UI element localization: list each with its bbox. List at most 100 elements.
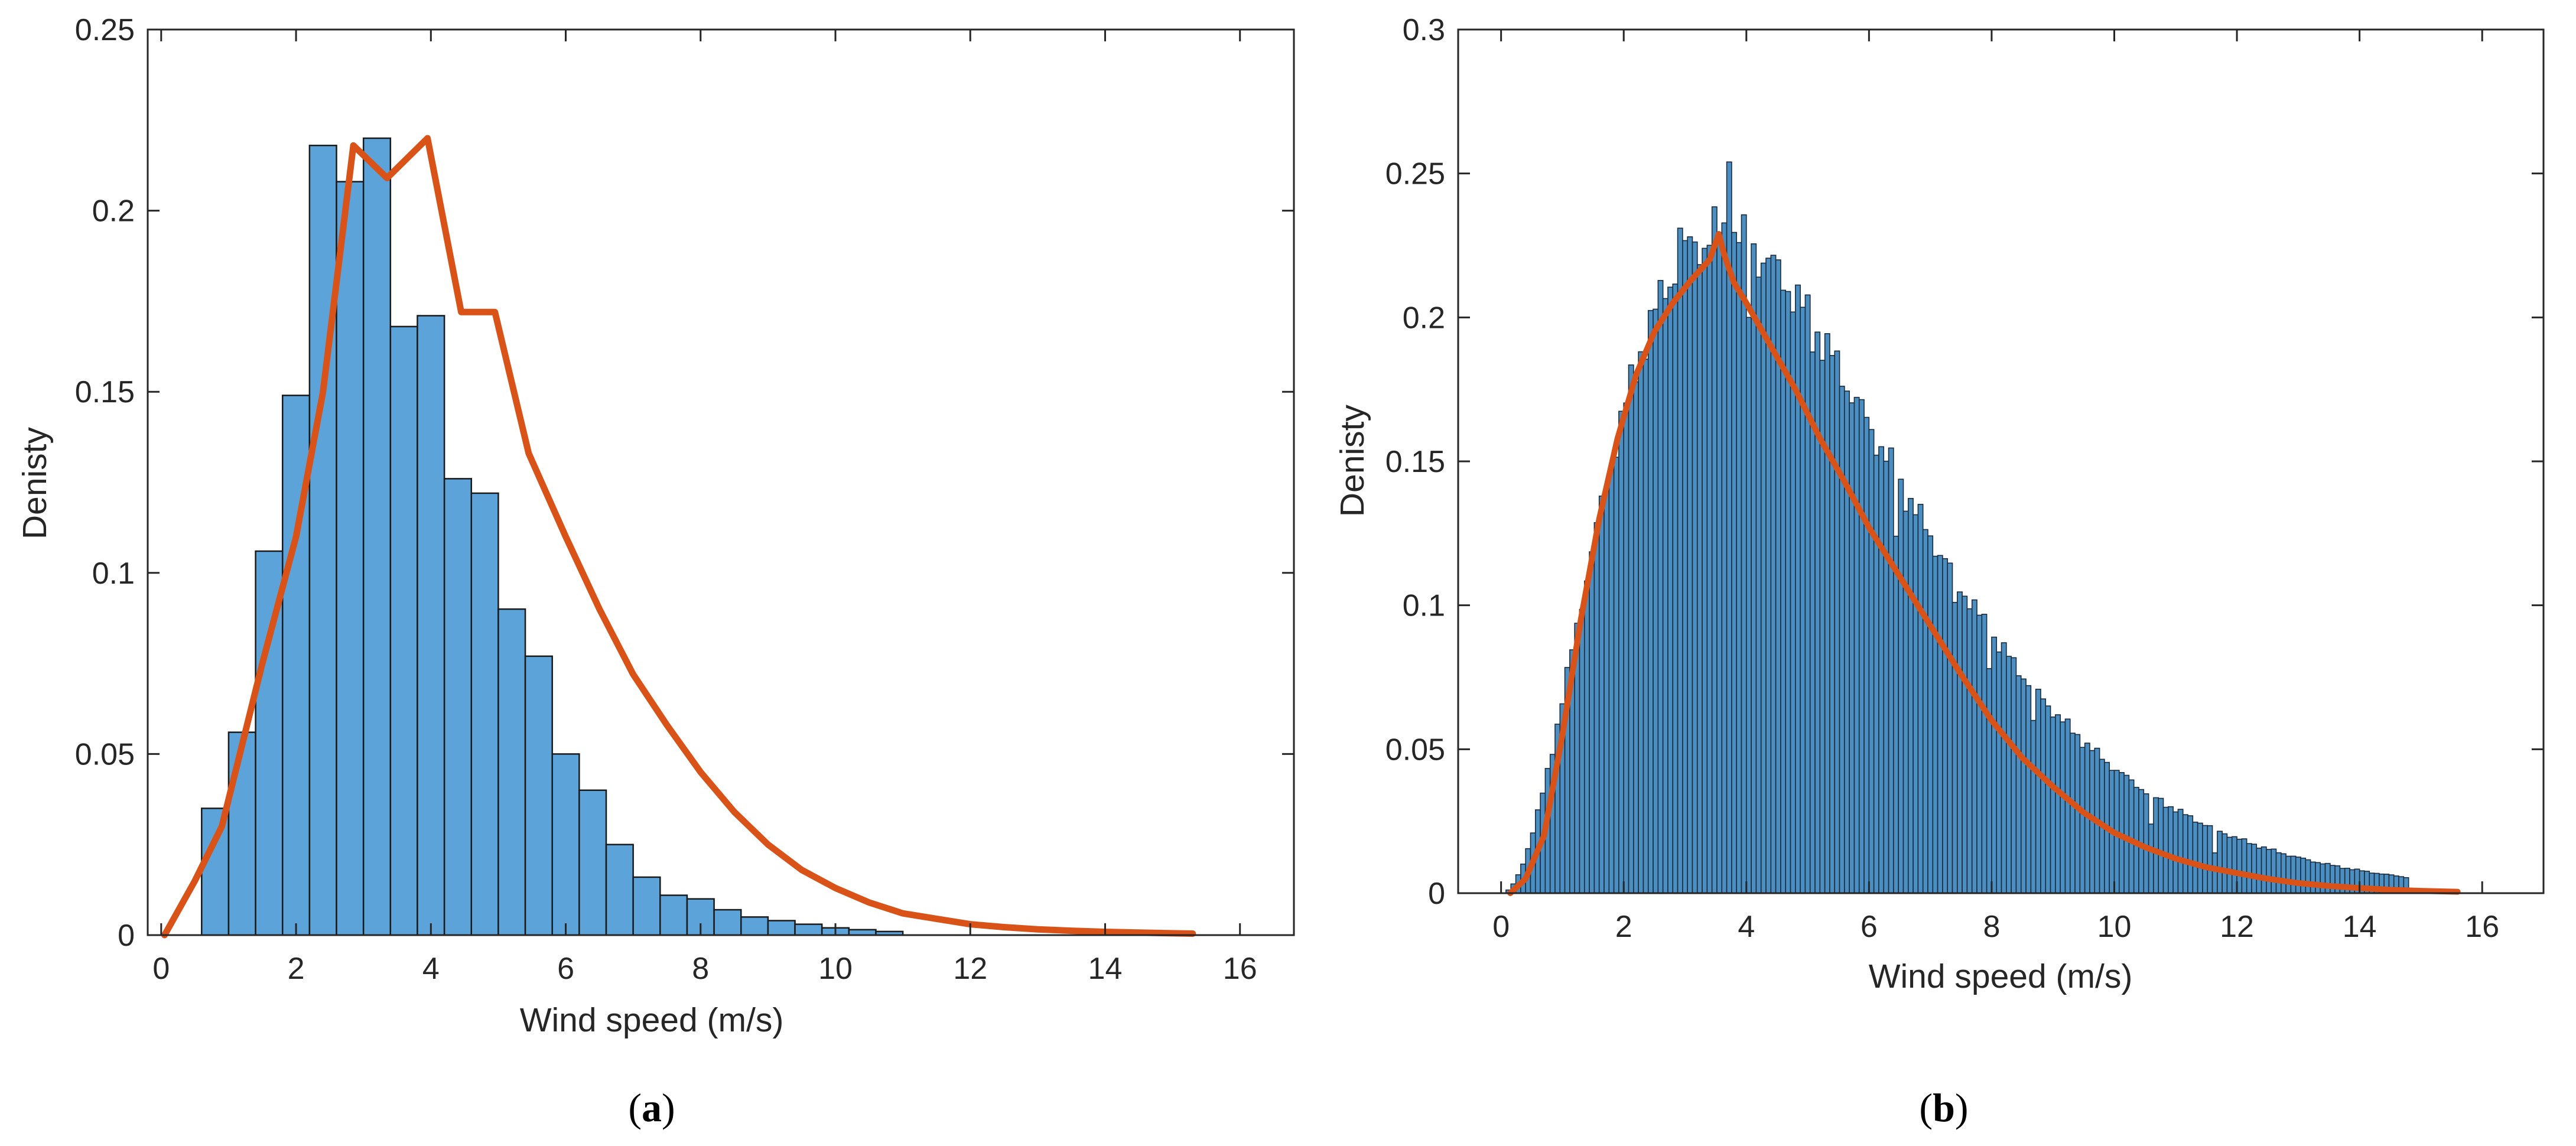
y-tick-label: 0.2: [92, 194, 135, 229]
histogram-bar: [443, 478, 473, 936]
histogram-bar: [713, 909, 742, 936]
histogram-bar: [1849, 402, 1855, 894]
histogram-bar: [2011, 657, 2017, 894]
histogram-bar: [1966, 608, 1973, 894]
histogram-bar: [1677, 227, 1683, 894]
histogram-bar: [1687, 236, 1693, 894]
tick-marks-a: [148, 28, 1294, 936]
histogram-bar: [1583, 580, 1590, 894]
histogram-bar: [1692, 241, 1698, 894]
histogram-bar: [2158, 797, 2164, 894]
histogram-bar: [1883, 460, 1889, 894]
histogram-bar: [1942, 558, 1949, 894]
histogram-bar: [497, 608, 526, 936]
histogram-bar: [1598, 495, 1605, 894]
histogram-bar: [1647, 310, 1654, 894]
histogram-bar: [1751, 243, 1757, 894]
histogram-bar: [2211, 852, 2218, 894]
histogram-bar: [1917, 503, 1924, 894]
histogram-bar: [1711, 206, 1718, 894]
y-tick-label: 0.15: [75, 375, 135, 409]
histogram-bar: [1971, 599, 1977, 894]
histogram-bar: [2153, 797, 2159, 894]
histogram-bar: [389, 325, 418, 936]
density-curve-layer-b: [1507, 231, 2461, 896]
histogram-bar: [1716, 242, 1723, 894]
caption-b: (b): [1919, 1085, 1968, 1130]
histogram-bar: [578, 789, 607, 936]
histogram-bar: [2020, 678, 2027, 894]
x-tick-label: 16: [1223, 952, 1257, 986]
histogram-bar: [336, 181, 365, 936]
histogram-bar: [470, 492, 499, 936]
histogram-bar: [2187, 815, 2194, 894]
histogram-bar: [2310, 861, 2316, 894]
histogram-bar: [2295, 857, 2301, 894]
histogram-bar: [1996, 651, 2002, 894]
histogram-bar: [2256, 848, 2262, 894]
histogram-bar: [1741, 214, 1747, 894]
histogram-bar: [551, 753, 580, 936]
histogram-bar: [2246, 843, 2252, 894]
x-tick-label: 14: [1088, 952, 1123, 986]
x-tick-label: 6: [1861, 910, 1878, 944]
histogram-bar: [1667, 286, 1674, 894]
histogram-bar: [2222, 833, 2228, 894]
histogram-bar: [1736, 242, 1742, 894]
chart-panel-b: 0 2 4 6 8 10 12 14 16 0 0.05 0.1 0.15 0.2 0.25 0.3 Win…: [1333, 13, 2545, 1130]
histogram-bars-b: [1500, 161, 2409, 894]
histogram-bar: [2305, 859, 2311, 894]
histogram-bar: [1682, 240, 1688, 894]
y-tick-label: 0: [1428, 877, 1445, 911]
x-tick-label: 0: [1492, 910, 1510, 944]
caption-letter-b: b: [1933, 1085, 1955, 1130]
y-tick-label: 0.1: [92, 556, 135, 591]
histogram-bar: [794, 923, 823, 936]
histogram-bar: [2217, 831, 2223, 894]
histogram-bar: [1829, 355, 1836, 894]
histogram-bar: [1922, 529, 1928, 894]
x-tick-label: 10: [818, 952, 853, 986]
x-tick-label: 12: [953, 952, 987, 986]
histogram-bar: [1618, 411, 1625, 894]
histogram-bar: [2226, 836, 2233, 894]
histogram-bar: [1951, 601, 1958, 894]
histogram-bar: [308, 144, 337, 936]
y-tick-label: 0.05: [75, 737, 135, 771]
histogram-bar: [1898, 478, 1904, 894]
histogram-bar: [1623, 402, 1629, 894]
histogram-bar: [1927, 535, 1934, 894]
y-tick-label: 0.2: [1403, 301, 1445, 335]
histogram-bar: [2202, 825, 2209, 894]
histogram-bar: [659, 894, 688, 936]
histogram-bar: [1657, 279, 1664, 894]
histogram-bar: [1579, 608, 1585, 894]
histogram-bar: [2280, 853, 2286, 894]
histogram-bar: [2251, 844, 2258, 894]
histogram-bar: [1653, 308, 1659, 894]
histogram-bar: [2207, 825, 2213, 894]
x-tick-label: 8: [692, 952, 709, 986]
histogram-bar: [2035, 688, 2041, 894]
histogram-bar: [362, 137, 392, 936]
histogram-bar: [1721, 222, 1728, 894]
histogram-bar: [1760, 262, 1767, 894]
x-tick-label: 0: [152, 952, 170, 986]
histogram-bar: [2123, 774, 2130, 894]
histogram-bar: [2266, 849, 2272, 894]
density-curve-a: [161, 135, 1196, 939]
x-tick-label: 10: [2097, 910, 2132, 944]
histogram-bar: [524, 655, 553, 936]
histogram-bar: [2148, 823, 2154, 894]
histogram-bar: [1706, 245, 1713, 894]
chart-panel-a: 0 2 4 6 8 10 12 14 16 0 0.05 0.1 0.15 0.2 0.25 Wind s…: [16, 13, 1295, 1130]
x-tick-label: 4: [422, 952, 440, 986]
histogram-bar: [1873, 454, 1879, 894]
histogram-bar: [1986, 668, 1992, 894]
histogram-bar: [2079, 747, 2086, 894]
histogram-bar: [2168, 806, 2174, 894]
histogram-bar: [2050, 716, 2056, 894]
histogram-bar: [1976, 614, 1983, 894]
histogram-bar: [1863, 416, 1870, 894]
